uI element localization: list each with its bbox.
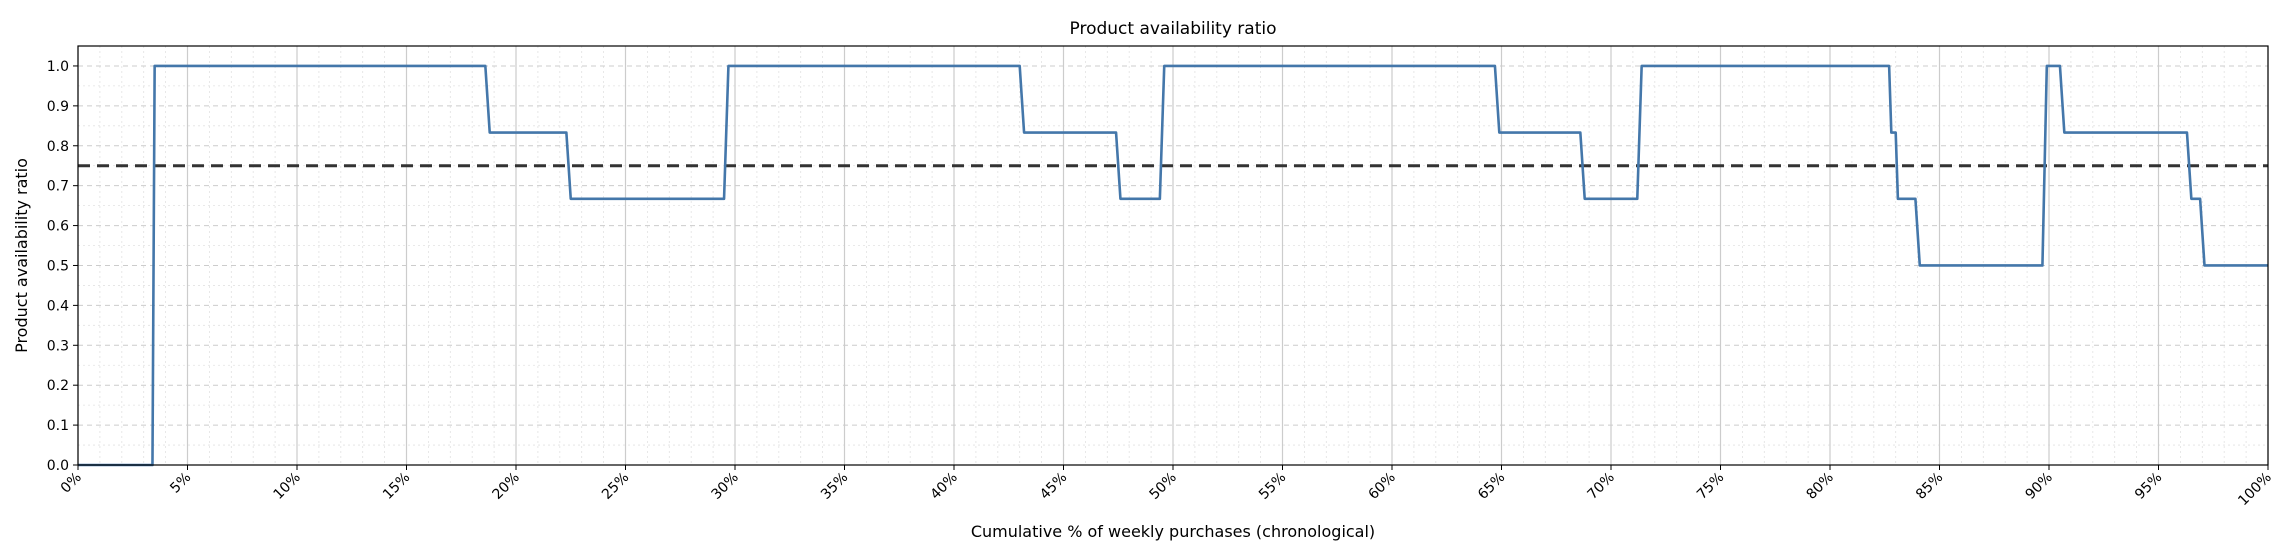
chart-title: Product availability ratio	[1070, 19, 1277, 39]
y-tick-label: 0.7	[47, 179, 69, 195]
x-tick-label: 30%	[709, 470, 742, 503]
y-tick-label: 0.9	[47, 99, 69, 115]
x-tick-label: 95%	[2132, 470, 2165, 503]
x-tick-label: 20%	[490, 470, 523, 503]
x-tick-label: 90%	[2023, 470, 2056, 503]
y-tick-label: 0.1	[47, 418, 69, 434]
y-tick-label: 1.0	[47, 59, 69, 75]
x-tick-label: 45%	[1037, 470, 1070, 503]
y-axis-label: Product availability ratio	[12, 158, 31, 353]
y-tick-label: 0.3	[47, 338, 69, 354]
x-tick-label: 5%	[167, 470, 194, 497]
x-tick-label: 75%	[1694, 470, 1727, 503]
y-tick-label: 0.8	[47, 139, 69, 155]
x-tick-label: 25%	[599, 470, 632, 503]
y-tick-label: 0.6	[47, 219, 69, 235]
x-tick-label: 80%	[1804, 470, 1837, 503]
x-tick-label: 10%	[271, 470, 304, 503]
x-tick-label: 55%	[1256, 470, 1289, 503]
y-axis-ticks: 0.0 0.1 0.2 0.3 0.4 0.5 0.6 0.7 0.8 0.9 1.0	[47, 59, 78, 474]
x-tick-label: 85%	[1913, 470, 1946, 503]
series-layer	[78, 64, 2268, 467]
y-tick-label: 0.4	[47, 298, 69, 314]
x-tick-label: 60%	[1366, 470, 1399, 503]
x-tick-label: 70%	[1585, 470, 1618, 503]
x-tick-label: 35%	[818, 470, 851, 503]
series-line	[78, 64, 2268, 467]
x-tick-label: 65%	[1475, 470, 1508, 503]
x-tick-label: 40%	[928, 470, 961, 503]
x-tick-label: 100%	[2235, 470, 2275, 510]
y-tick-label: 0.5	[47, 258, 69, 274]
y-tick-label: 0.2	[47, 378, 69, 394]
x-tick-label: 50%	[1147, 470, 1180, 503]
x-axis-ticks: 0% 5% 10% 15% 20% 25% 30% 35% 40% 45% 50% 55% 60% 65%…	[58, 465, 2275, 509]
y-tick-label: 0.0	[47, 458, 69, 474]
grid-major	[77, 46, 2269, 466]
x-tick-label: 15%	[380, 470, 413, 503]
x-axis-label: Cumulative % of weekly purchases (chrono…	[971, 522, 1375, 541]
